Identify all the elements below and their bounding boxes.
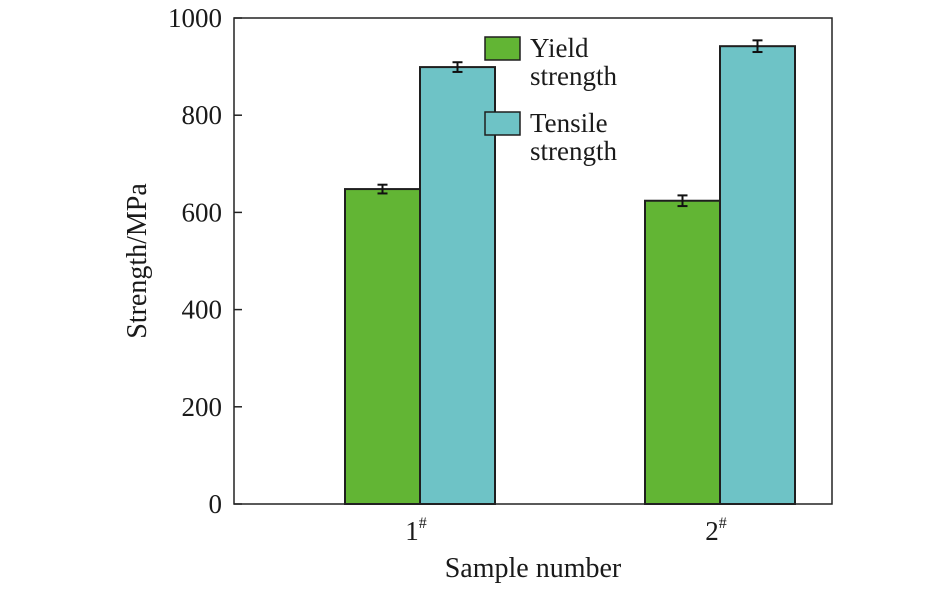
legend-label: strength bbox=[530, 136, 617, 166]
x-tick-label: 1# bbox=[405, 515, 427, 546]
bar-tensile-1 bbox=[419, 66, 496, 505]
legend-swatch bbox=[484, 111, 521, 136]
error-bar bbox=[752, 39, 763, 54]
x-axis-ticks: 1# 2# bbox=[405, 496, 727, 546]
error-bar bbox=[677, 194, 688, 208]
x-axis-title: Sample number bbox=[445, 553, 622, 584]
bar-yield-1 bbox=[344, 188, 421, 506]
y-tick-label: 0 bbox=[209, 489, 223, 519]
bars bbox=[344, 45, 796, 506]
error-bar bbox=[377, 183, 388, 195]
legend-label: Tensile bbox=[530, 108, 608, 138]
x-tick-label: 2# bbox=[705, 515, 727, 546]
y-tick-label: 800 bbox=[182, 100, 223, 130]
y-axis-ticks: 0 200 400 600 800 1000 bbox=[168, 3, 242, 519]
legend-swatch bbox=[484, 36, 521, 61]
bar-yield-2 bbox=[644, 199, 721, 505]
y-axis-title: Strength/MPa bbox=[122, 183, 153, 339]
legend-label: Yield bbox=[530, 33, 589, 63]
legend-label: strength bbox=[530, 61, 617, 91]
y-tick-label: 400 bbox=[182, 295, 223, 325]
plot-frame bbox=[233, 17, 833, 505]
error-bars bbox=[377, 39, 763, 208]
y-tick-label: 600 bbox=[182, 197, 223, 227]
error-bar bbox=[452, 61, 463, 73]
bar-tensile-2 bbox=[719, 45, 796, 506]
y-tick-label: 1000 bbox=[168, 3, 222, 33]
y-tick-label: 200 bbox=[182, 392, 223, 422]
